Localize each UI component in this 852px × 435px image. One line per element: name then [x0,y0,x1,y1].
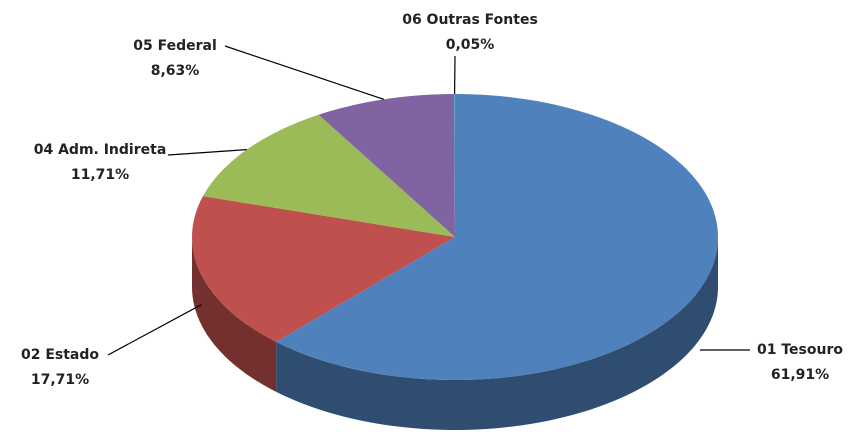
slice-label: 04 Adm. Indireta [34,142,167,158]
slice-label: 01 Tesouro [757,342,843,358]
leader-line [167,148,247,156]
leader-line [224,45,384,100]
slice-label: 02 Estado [21,347,99,363]
leader-line [107,304,202,356]
slice-side [276,237,718,430]
slice-value: 61,91% [771,367,829,383]
slice-value: 17,71% [31,372,89,388]
slice-value: 8,63% [151,63,200,79]
pie-slice [192,196,455,342]
pie-slice [454,94,455,237]
slice-label: 05 Federal [133,38,217,54]
slice-label: 06 Outras Fontes [402,12,538,28]
pie-slice [202,114,455,237]
slice-value: 0,05% [446,37,495,53]
slice-value: 11,71% [71,167,129,183]
pie-slice [276,94,718,380]
pie-slice [318,94,455,237]
slice-side [192,237,277,392]
